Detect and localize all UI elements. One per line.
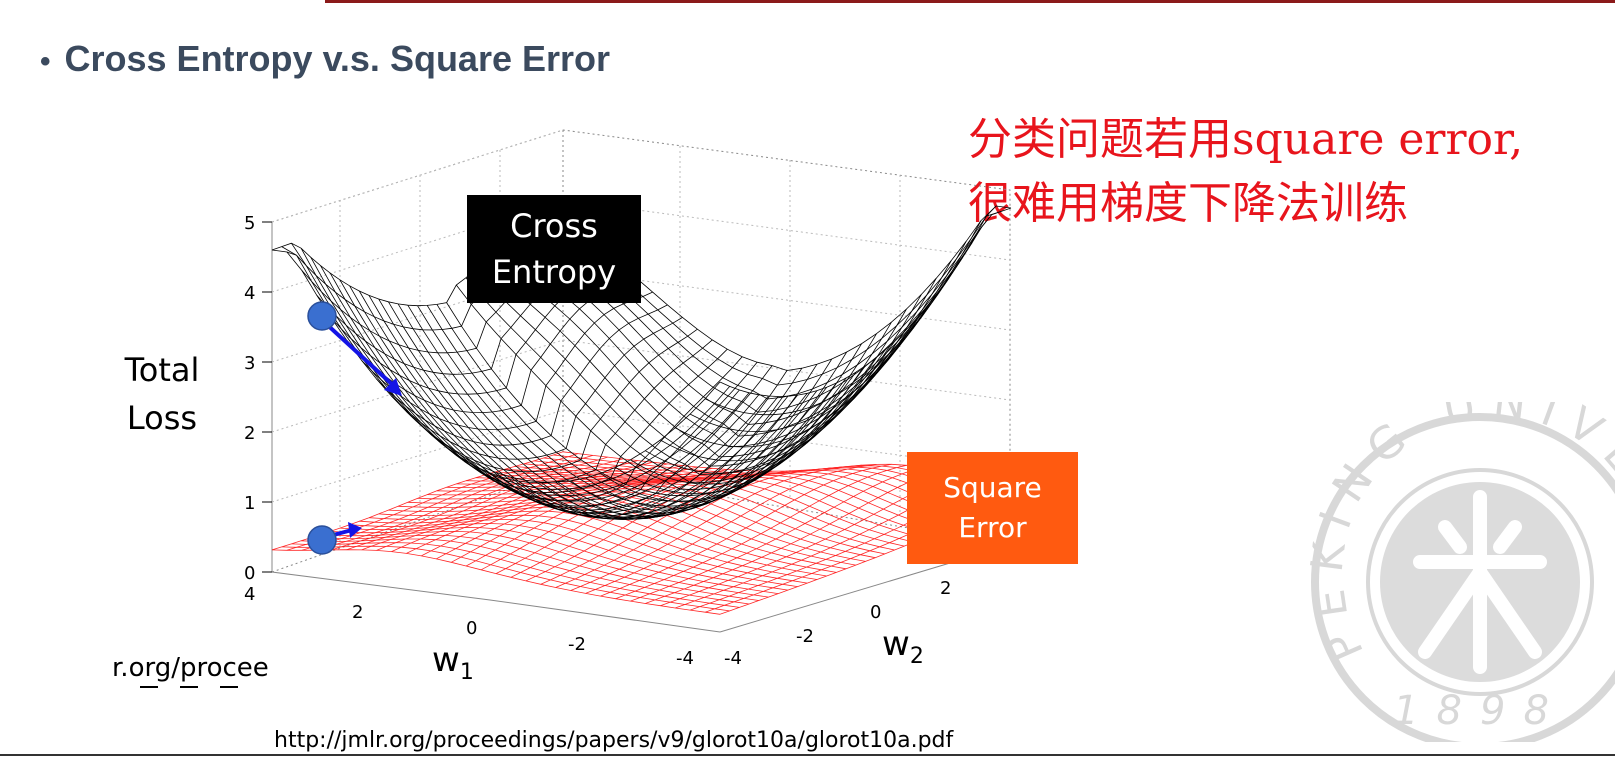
z-tick-1: 1: [244, 493, 255, 514]
ce-mesh-line: [719, 207, 1012, 397]
w1-tick-4: 4: [244, 584, 255, 605]
square-error-label-line1: Square: [943, 471, 1042, 504]
slide-title-text: Cross Entropy v.s. Square Error: [64, 38, 611, 79]
ball-se: [307, 525, 337, 555]
gradient-arrow-ce: [320, 318, 402, 396]
w1-axis-label-sub: 1: [459, 659, 474, 685]
z-axis-title-line1: Total: [124, 351, 200, 389]
ball-ce: [307, 301, 337, 331]
w2-axis-label: w2: [882, 624, 924, 669]
w1-ticks: 4 2 0 -2 -4: [244, 584, 694, 669]
z-tick-5: 5: [244, 213, 255, 234]
z-axis-title-line2: Loss: [126, 399, 198, 437]
top-rule: [325, 0, 1615, 3]
se-mesh-line: [331, 458, 623, 551]
cross-entropy-label-line2: Entropy: [491, 253, 617, 291]
w2-tick-2: 2: [940, 578, 951, 599]
se-mesh-line: [271, 549, 721, 615]
z-tick-4: 4: [244, 283, 255, 304]
slide-title: • Cross Entropy v.s. Square Error: [40, 38, 610, 80]
ce-mesh-line: [704, 205, 997, 416]
source-url[interactable]: http://jmlr.org/proceedings/papers/v9/gl…: [274, 728, 954, 753]
cross-entropy-label-line1: Cross: [510, 207, 598, 245]
se-mesh-line: [388, 502, 837, 573]
w2-axis-label-sub: 2: [909, 643, 924, 669]
university-seal: PEKING UNIVERSITY 1898: [1310, 402, 1615, 742]
w1-tick-2: 2: [352, 602, 363, 623]
seal-year: 1898: [1393, 688, 1567, 734]
z-ticks: 5 4 3 2 1 0: [244, 213, 272, 584]
w2-ticks: -4 -2 0 2: [724, 578, 951, 669]
w1-tick-m4: -4: [676, 648, 694, 669]
w1-tick-m2: -2: [568, 634, 586, 655]
url-fragment-cut-line: [140, 686, 270, 694]
frame-back-top: [271, 129, 1011, 545]
z-tick-3: 3: [244, 353, 255, 374]
cross-entropy-label: Cross Entropy: [467, 195, 641, 303]
frame-front: [271, 222, 721, 633]
w2-tick-m2: -2: [796, 626, 814, 647]
w1-tick-0: 0: [466, 618, 477, 639]
back-grid: [271, 129, 1011, 548]
ce-mesh-line: [689, 220, 982, 433]
cross-entropy-mesh: [271, 205, 1012, 520]
annotation-line1: 分类问题若用square error,: [968, 114, 1524, 165]
square-error-label: Square Error: [907, 452, 1078, 564]
bottom-rule: [0, 754, 1615, 756]
z-tick-0: 0: [244, 563, 255, 584]
w2-tick-0: 0: [870, 602, 881, 623]
ce-mesh-line: [436, 304, 886, 502]
w2-tick-m4: -4: [724, 648, 742, 669]
annotation: 分类问题若用square error, 很难用梯度下降法训练: [968, 108, 1523, 236]
frame-back-bottom: [271, 469, 1011, 573]
seal-emblem: [1413, 490, 1547, 674]
z-axis-title: Total Loss: [112, 346, 212, 442]
bullet-icon: •: [40, 45, 51, 78]
se-mesh-line: [281, 545, 730, 612]
url-fragment: r.org/procee: [112, 653, 269, 683]
w1-axis-label-main: w: [432, 640, 460, 680]
z-tick-2: 2: [244, 423, 255, 444]
annotation-line2: 很难用梯度下降法训练: [968, 178, 1408, 229]
w1-axis-label: w1: [432, 640, 474, 685]
se-mesh-line: [436, 485, 885, 555]
se-mesh-line: [316, 456, 608, 551]
w2-axis-label-main: w: [882, 624, 910, 664]
square-error-label-line2: Error: [958, 511, 1027, 544]
